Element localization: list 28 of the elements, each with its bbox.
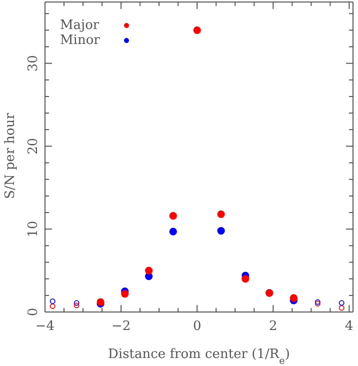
x-tick-label: −4 — [35, 319, 55, 334]
point — [217, 226, 225, 235]
x-tick-label: 2 — [269, 319, 278, 334]
point — [74, 300, 80, 306]
point — [169, 212, 177, 220]
point — [169, 228, 177, 236]
point — [193, 26, 201, 34]
y-axis-title: S/N per hour — [3, 112, 18, 199]
point — [74, 302, 80, 308]
y-tick-label: 0 — [26, 308, 41, 316]
point — [145, 266, 153, 274]
legend-label: Major — [60, 18, 100, 33]
y-tick-label: 20 — [26, 138, 41, 154]
x-tick-label: 4 — [345, 319, 354, 334]
point — [338, 305, 344, 311]
point — [121, 290, 129, 298]
point — [290, 294, 298, 302]
point — [217, 210, 225, 218]
x-tick-label: −2 — [111, 319, 131, 334]
x-axis-title: Distance from center (1/R$_{e}$) — [108, 347, 290, 366]
x-tick-label: 0 — [192, 319, 202, 334]
y-tick-label: 10 — [26, 220, 41, 238]
legend-label: Minor — [60, 33, 101, 48]
point — [242, 275, 250, 283]
y-tick-label: 30 — [26, 55, 41, 72]
point — [338, 300, 344, 306]
point — [50, 298, 56, 304]
point — [50, 303, 56, 309]
